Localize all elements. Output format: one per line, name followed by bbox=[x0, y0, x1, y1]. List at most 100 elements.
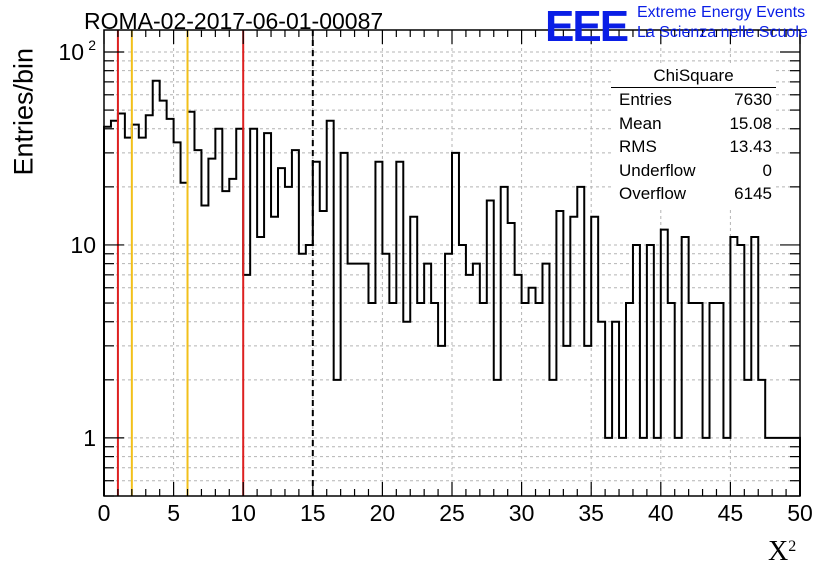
vertical-markers bbox=[116, 30, 314, 496]
x-tick-label: 20 bbox=[370, 500, 396, 526]
histogram-bin bbox=[104, 127, 111, 496]
histogram-bin bbox=[480, 303, 487, 496]
histogram-bin bbox=[703, 438, 710, 496]
histogram-bin bbox=[389, 303, 396, 496]
histogram-bin bbox=[605, 438, 612, 496]
logo-line-2: La Scienza nelle Scuole bbox=[637, 24, 808, 41]
histogram-bin bbox=[473, 264, 480, 496]
histogram-bin bbox=[529, 288, 536, 496]
histogram-bin bbox=[772, 438, 779, 496]
stats-value: 0 bbox=[762, 160, 772, 180]
x-tick-label: 35 bbox=[578, 500, 604, 526]
histogram-bin bbox=[515, 275, 522, 496]
y-tick-label-sup: 2 bbox=[88, 37, 96, 53]
histogram-bin bbox=[424, 264, 431, 496]
histogram-bin bbox=[215, 129, 222, 496]
histogram-bin bbox=[222, 191, 229, 496]
histogram-bin bbox=[271, 217, 278, 496]
histogram-bin bbox=[723, 438, 730, 496]
histogram-bin bbox=[584, 346, 591, 496]
histogram-bin bbox=[250, 129, 257, 496]
chart-title: ROMA-02-2017-06-01-00087 bbox=[84, 8, 384, 34]
histogram-bin bbox=[403, 322, 410, 496]
grid bbox=[104, 30, 800, 496]
histogram-bin bbox=[563, 346, 570, 496]
stats-row-mean: Mean 15.08 bbox=[611, 114, 776, 138]
histogram-series bbox=[103, 79, 801, 496]
histogram-bin bbox=[737, 245, 744, 496]
stats-label: RMS bbox=[619, 137, 657, 156]
stats-label: Overflow bbox=[619, 184, 687, 203]
histogram-bin bbox=[438, 346, 445, 496]
histogram-bin bbox=[396, 162, 403, 496]
histogram-bin bbox=[716, 303, 723, 496]
histogram-bin bbox=[765, 438, 772, 496]
x-tick-label: 50 bbox=[787, 500, 813, 526]
histogram-bin bbox=[751, 237, 758, 496]
histogram-bin bbox=[208, 159, 215, 496]
stats-row-rms: RMS 13.43 bbox=[611, 137, 776, 161]
stats-value: 6145 bbox=[734, 184, 772, 203]
axes bbox=[103, 29, 801, 497]
x-tick-label: 30 bbox=[509, 500, 535, 526]
x-axis-label-sup: 2 bbox=[788, 538, 797, 555]
histogram-bin bbox=[313, 162, 320, 496]
histogram-bin bbox=[167, 119, 174, 496]
histogram-bin bbox=[236, 129, 243, 496]
x-axis-label-base: X bbox=[768, 536, 789, 567]
histogram-bin bbox=[160, 101, 167, 496]
stats-label: Underflow bbox=[619, 160, 696, 180]
histogram-bin bbox=[410, 217, 417, 496]
histogram-bin bbox=[125, 138, 132, 496]
histogram-bin bbox=[320, 211, 327, 496]
histogram-bin bbox=[508, 223, 515, 496]
histogram-bin bbox=[188, 112, 195, 496]
histogram-bin bbox=[368, 303, 375, 496]
x-tick-label: 25 bbox=[439, 500, 465, 526]
stats-value: 7630 bbox=[734, 90, 772, 109]
x-axis-label: X2 bbox=[768, 536, 796, 568]
histogram-bin bbox=[459, 245, 466, 496]
histogram-bin bbox=[522, 303, 529, 496]
histogram-bin bbox=[779, 438, 786, 496]
histogram-bin bbox=[153, 81, 160, 496]
histogram-bin bbox=[758, 380, 765, 496]
histogram-bin bbox=[682, 237, 689, 496]
histogram-bin bbox=[111, 121, 118, 496]
histogram-bin bbox=[556, 211, 563, 496]
histogram-bin bbox=[362, 264, 369, 496]
histogram-bin bbox=[341, 153, 348, 496]
stats-row-entries: Entries 7630 bbox=[611, 90, 776, 114]
histogram-bin bbox=[549, 380, 556, 496]
x-tick-labels: 0 5 10 15 20 25 30 35 40 45 50 bbox=[98, 500, 813, 526]
x-tick-label: 40 bbox=[648, 500, 674, 526]
histogram-bin bbox=[334, 380, 341, 496]
histogram-bin bbox=[591, 217, 598, 496]
y-tick-label: 1 bbox=[83, 425, 96, 451]
histogram-bin bbox=[696, 303, 703, 496]
histogram-bin bbox=[355, 264, 362, 496]
histogram-bin bbox=[139, 138, 146, 496]
histogram-bin bbox=[375, 162, 382, 496]
histogram-bin bbox=[201, 206, 208, 496]
histogram-bin bbox=[494, 380, 501, 496]
stats-label: Mean bbox=[619, 113, 662, 133]
histogram-bin bbox=[452, 153, 459, 496]
stats-label: Entries bbox=[619, 90, 672, 109]
histogram-bin bbox=[417, 303, 424, 496]
histogram-bin bbox=[292, 150, 299, 496]
histogram-bin bbox=[306, 245, 313, 496]
stats-title: ChiSquare bbox=[611, 66, 776, 88]
stats-value: 15.08 bbox=[729, 113, 772, 133]
stats-value: 13.43 bbox=[729, 137, 772, 156]
histogram-bin bbox=[181, 183, 188, 496]
histogram-bin bbox=[264, 133, 271, 496]
histogram-bin bbox=[487, 200, 494, 496]
histogram-bin bbox=[633, 245, 640, 496]
histogram-bin bbox=[229, 179, 236, 496]
histogram-bin bbox=[348, 264, 355, 496]
stats-box: ChiSquare Entries 7630 Mean 15.08 RMS 13.43… bbox=[611, 66, 776, 208]
logo-line-1: Extreme Energy Events bbox=[637, 4, 806, 21]
